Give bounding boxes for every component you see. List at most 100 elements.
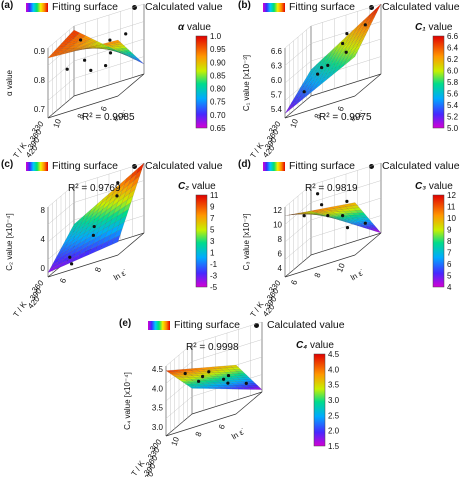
z-tick-label: 0.7 (34, 105, 46, 114)
r-squared-label: R² = 0.9998 (186, 342, 239, 353)
z-tick-label: 6.6 (271, 47, 283, 56)
colorbar-tick-label: 0.95 (210, 45, 226, 54)
colorbar-tick-label: 11 (210, 191, 219, 200)
calculated-point (70, 262, 73, 265)
calculated-point (66, 68, 69, 71)
z-tick-label: 6 (278, 250, 283, 259)
calculated-point (222, 378, 225, 381)
fitting-surface (166, 365, 262, 390)
colorbar-title-suffix: value (192, 181, 216, 192)
colorbar-tick-label: 6.6 (447, 32, 459, 41)
colorbar-tick-label: 6.0 (447, 67, 459, 76)
r-squared-label: R² = 0.9985 (82, 112, 135, 123)
colorbar-tick-label: -3 (210, 272, 218, 281)
rate-tick-label: 6 (58, 276, 68, 284)
calculated-point (226, 382, 229, 385)
z-tick-label: 6.3 (271, 62, 283, 71)
colorbar-tick-label: 4.0 (328, 365, 340, 374)
surface-cell (285, 215, 293, 216)
fitting-surface (48, 163, 144, 273)
calculated-point (303, 90, 306, 93)
rate-tick-label: 10 (335, 262, 347, 274)
z-axis-label: C₂ value [x10⁻⁴] (5, 213, 14, 270)
colorbar-tick-label: 5.0 (447, 124, 459, 133)
colorbar-tick-label: 3.0 (328, 396, 340, 405)
colorbar-tick-label: 5.6 (447, 90, 459, 99)
colorbar-title-suffix: value (429, 181, 453, 192)
calculated-point (345, 51, 348, 54)
colorbar-tick-label: 3.5 (328, 381, 340, 390)
colorbar-title-symbol: C₁ (415, 22, 429, 33)
colorbar-title: C₃ value (415, 181, 453, 192)
calculated-point (197, 380, 200, 383)
colorbar (433, 195, 444, 287)
calculated-point (124, 32, 127, 35)
colorbar-title-symbol: C₂ (178, 181, 192, 192)
colorbar-tick-label: 0.70 (210, 111, 226, 120)
calculated-point (115, 194, 118, 197)
rate-tick-label: 6 (217, 423, 227, 431)
z-tick-label: 0.9 (34, 47, 46, 56)
rate-tick-label: 10 (52, 117, 64, 129)
rate-tick-label: 10 (289, 117, 301, 129)
calculated-point (364, 23, 367, 26)
rate-tick-label: 8 (313, 271, 323, 279)
calculated-point (109, 51, 112, 54)
colorbar-tick-label: 5.8 (447, 78, 459, 87)
rate-axis-label: ln ε˙ (112, 267, 129, 282)
floor-edge (118, 74, 144, 96)
floor-edge (236, 392, 262, 414)
z-tick-label: 10 (273, 221, 282, 230)
colorbar-title: C₁ value (415, 22, 452, 33)
colorbar-tick-label: 4.5 (328, 350, 340, 359)
colorbar-tick-label: 2.5 (328, 411, 340, 420)
rate-tick-label: 8 (93, 265, 103, 273)
z-tick-label: 4.5 (152, 365, 164, 374)
colorbar-title-symbol: C₄ (296, 340, 310, 351)
z-tick-label: 8 (278, 235, 283, 244)
colorbar-tick-label: -5 (210, 283, 218, 292)
colorbar-tick-label: 1.5 (328, 442, 340, 451)
calculated-point (345, 32, 348, 35)
calculated-point (184, 372, 187, 375)
calculated-point (320, 203, 323, 206)
colorbar-title: α value (178, 22, 211, 33)
z-axis-label: C₃ value [x10⁻²] (242, 214, 251, 271)
colorbar-title: C₄ value (296, 340, 334, 351)
z-tick-label: 0.8 (34, 76, 46, 85)
colorbar-tick-label: 0.80 (210, 85, 226, 94)
calculated-point (346, 226, 349, 229)
z-axis-label: α value (5, 69, 14, 96)
calculated-point (79, 38, 82, 41)
colorbar (196, 195, 207, 287)
colorbar-title-suffix: value (429, 22, 453, 33)
calculated-point (104, 64, 107, 67)
rate-tick-label: 10 (170, 435, 182, 447)
fitting-surface (48, 30, 144, 64)
colorbar-tick-label: 5.2 (447, 113, 459, 122)
rate-axis-label: ln ε˙ (230, 426, 247, 441)
calculated-point (326, 64, 329, 67)
floor-edge (355, 74, 381, 96)
z-tick-label: 8 (41, 206, 46, 215)
r-squared-label: R² = 0.9819 (305, 183, 358, 194)
calculated-point (341, 214, 344, 217)
calculated-point (316, 73, 319, 76)
colorbar-tick-label: 5 (447, 272, 452, 281)
colorbar-title-symbol: α (178, 22, 187, 33)
colorbar-tick-label: 5.4 (447, 101, 459, 110)
colorbar-tick-label: 4 (447, 283, 452, 292)
colorbar (196, 36, 207, 128)
colorbar-tick-label: 7 (447, 249, 452, 258)
calculated-point (227, 374, 230, 377)
z-tick-label: 3.5 (152, 404, 164, 413)
fitting-surface (285, 4, 381, 114)
colorbar-tick-label: 0.85 (210, 71, 226, 80)
colorbar-tick-label: 7 (210, 214, 215, 223)
calculated-point (345, 200, 348, 203)
calculated-point (207, 370, 210, 373)
